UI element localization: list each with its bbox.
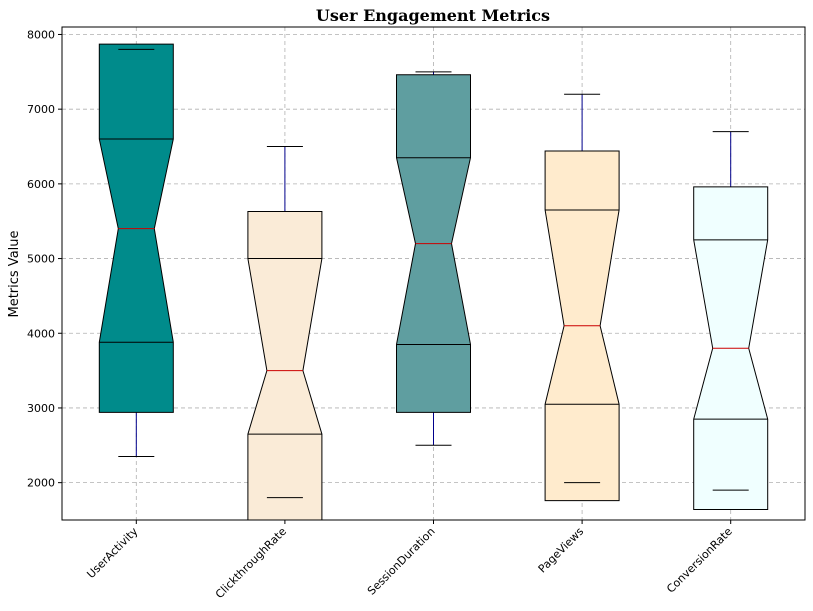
y-axis-label: Metrics Value [7, 230, 22, 317]
chart-title: User Engagement Metrics [316, 6, 550, 25]
y-tick-label: 5000 [27, 253, 55, 266]
y-tick-label: 4000 [27, 327, 55, 340]
box-ClickthroughRate [247, 211, 323, 520]
y-tick-label: 2000 [27, 477, 55, 490]
y-tick-label: 3000 [27, 402, 55, 415]
axes-frame [61, 26, 806, 521]
y-tick-label: 6000 [27, 178, 55, 191]
y-tick-label: 8000 [27, 28, 55, 41]
y-tick-label: 7000 [27, 103, 55, 116]
boxes-group [98, 43, 769, 520]
